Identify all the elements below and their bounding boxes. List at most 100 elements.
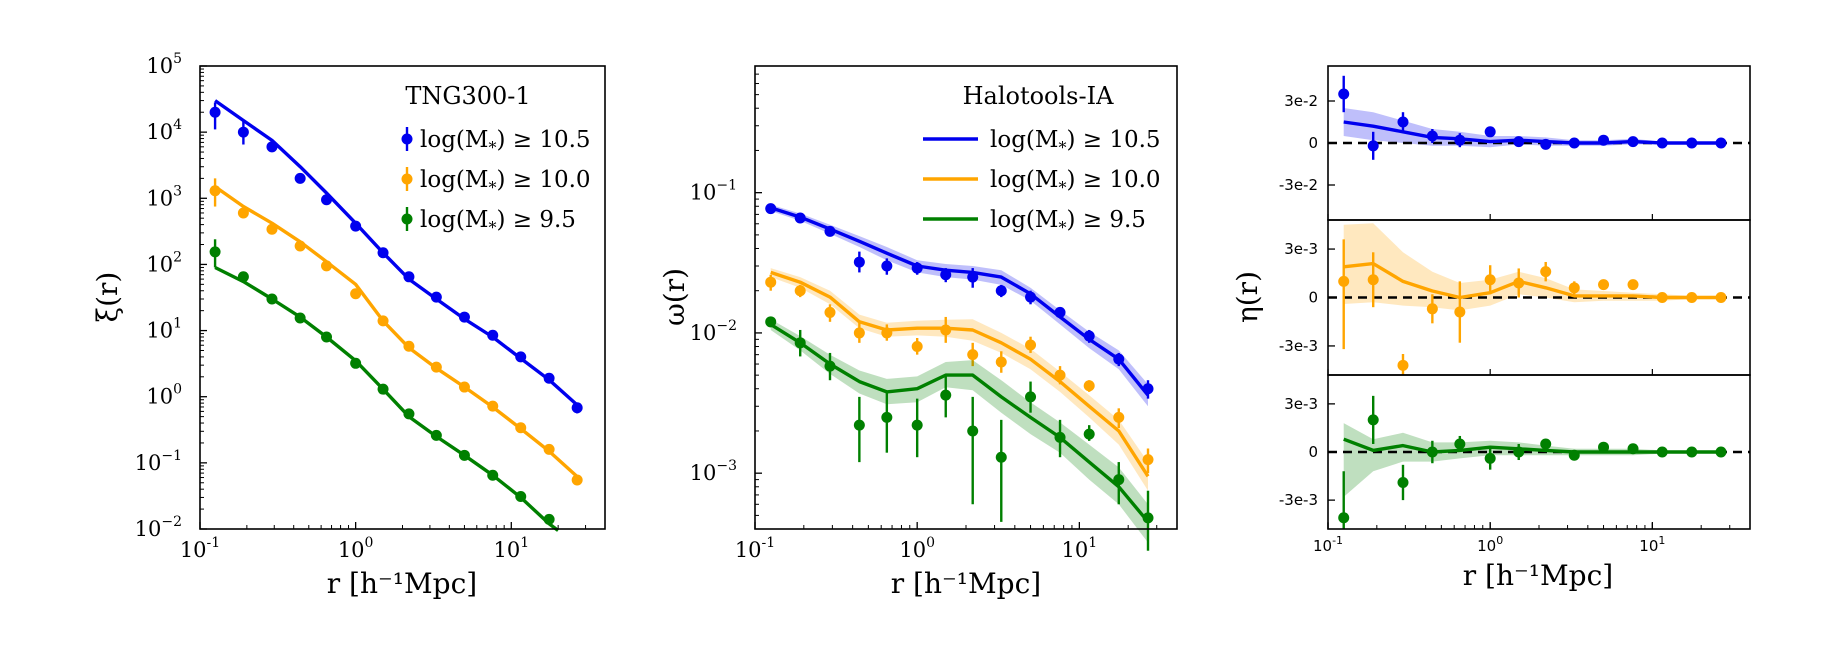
omega-point-orange (1054, 369, 1066, 381)
xi-point-blue (458, 311, 470, 323)
omega-point-green (940, 389, 952, 401)
xi-point-orange (487, 400, 499, 412)
omega-band-green (770, 319, 1148, 543)
xi-point-green (294, 312, 306, 324)
omega-point-orange (881, 327, 893, 339)
eta-point-orange (1715, 292, 1727, 303)
xi-y-tick-label: 10−1 (135, 448, 182, 475)
omega-point-blue (911, 262, 923, 274)
xi-y-tick-label: 100 (146, 382, 182, 409)
omega-point-green (1113, 474, 1125, 486)
omega-point-blue (1083, 330, 1095, 342)
omega-data-marks (765, 203, 1154, 551)
xi-point-orange (209, 185, 221, 197)
omega-panel: 10-1 100 101 10−3 10−2 10−1 Halotools-IA log(… (658, 65, 1178, 600)
eta-point-orange (1338, 275, 1350, 287)
xi-x-tick-label: 100 (338, 535, 374, 562)
eta-band-orange (1343, 223, 1721, 311)
xi-point-blue (209, 106, 221, 118)
omega-tick-labels: 10-1 100 101 10−3 10−2 10−1 (690, 73, 1178, 562)
omega-point-blue (765, 203, 777, 215)
eta-point-blue (1454, 134, 1466, 146)
xi-point-blue (350, 220, 362, 232)
eta-point-blue (1686, 137, 1698, 149)
eta-point-blue (1338, 88, 1350, 100)
eta-point-orange (1426, 303, 1438, 315)
eta-point-orange (1397, 359, 1409, 371)
omega-point-green (1025, 391, 1037, 403)
eta-y-tick-label: 0 (1308, 134, 1318, 152)
xi-point-green (266, 293, 278, 305)
omega-point-blue (824, 225, 836, 237)
eta-point-orange (1484, 274, 1496, 286)
xi-point-orange (543, 443, 555, 455)
xi-point-orange (571, 474, 583, 486)
eta-y-tick-label: -3e-3 (1279, 337, 1318, 355)
omega-point-green (881, 411, 893, 423)
eta-point-blue (1484, 126, 1496, 138)
xi-point-orange (294, 240, 306, 252)
omega-point-blue (881, 260, 893, 272)
xi-x-tick-label: 101 (493, 535, 529, 562)
omega-x-axis-label: r [h⁻¹Mpc] (891, 567, 1041, 600)
omega-point-orange (824, 306, 836, 318)
eta-point-orange (1686, 292, 1698, 303)
xi-point-blue (377, 247, 389, 259)
omega-legend: log(M*) ≥ 10.5 log(M*) ≥ 10.0 log(M*) ≥ 9.… (923, 127, 1161, 237)
omega-point-orange (853, 327, 865, 339)
eta-y-tick-label: 3e-3 (1284, 240, 1318, 258)
eta-point-blue (1656, 137, 1668, 149)
eta-point-green (1656, 446, 1668, 458)
xi-x-tick-label: 10-1 (180, 535, 220, 562)
xi-point-green (377, 383, 389, 395)
eta-subplot-green (1328, 395, 1750, 529)
xi-point-blue (543, 372, 555, 384)
omega-point-blue (967, 271, 979, 283)
eta-point-green (1454, 438, 1466, 450)
eta-point-blue (1598, 134, 1610, 146)
omega-point-green (765, 316, 777, 328)
eta-y-tick-label: 0 (1308, 289, 1318, 307)
eta-data-marks (1328, 75, 1750, 529)
omega-y-tick-label: 10−1 (690, 178, 737, 205)
eta-point-green (1568, 449, 1580, 461)
eta-point-orange (1627, 279, 1639, 291)
omega-point-blue (1113, 353, 1125, 365)
eta-point-blue (1715, 137, 1727, 149)
eta-tick-labels: -3e-2 0 3e-2 -3e-3 0 3e-3 -3e-3 0 3e-3 10-1 100 101 (1279, 92, 1751, 555)
omega-y-tick-label: 10−3 (690, 458, 737, 485)
eta-y-tick-label: 3e-2 (1284, 92, 1318, 110)
omega-point-blue (794, 212, 806, 224)
eta-point-blue (1513, 136, 1525, 148)
omega-point-blue (1142, 383, 1154, 395)
omega-point-green (794, 337, 806, 349)
eta-point-orange (1540, 266, 1552, 278)
omega-y-tick-label: 10−2 (690, 318, 737, 345)
eta-x-tick-label: 100 (1477, 534, 1503, 555)
xi-data-marks (209, 99, 583, 532)
eta-point-orange (1656, 292, 1668, 303)
eta-point-orange (1598, 279, 1610, 291)
xi-point-green (458, 449, 470, 461)
eta-x-tick-label: 101 (1639, 534, 1665, 555)
omega-point-green (967, 425, 979, 437)
eta-point-blue (1568, 137, 1580, 149)
eta-point-blue (1367, 140, 1379, 152)
eta-point-green (1338, 512, 1350, 524)
xi-point-blue (266, 141, 278, 153)
xi-point-blue (321, 194, 333, 206)
eta-y-tick-label: 0 (1308, 443, 1318, 461)
xi-point-orange (321, 260, 333, 272)
eta-subplot-blue (1328, 75, 1750, 160)
eta-point-orange (1513, 277, 1525, 289)
xi-point-orange (403, 340, 415, 352)
xi-point-green (543, 513, 555, 525)
xi-point-orange (237, 207, 249, 219)
eta-point-green (1540, 438, 1552, 450)
xi-point-orange (266, 223, 278, 235)
eta-point-blue (1397, 116, 1409, 128)
xi-point-green (430, 429, 442, 441)
eta-band-green (1343, 423, 1721, 497)
xi-legend-marker-blue (401, 133, 413, 145)
